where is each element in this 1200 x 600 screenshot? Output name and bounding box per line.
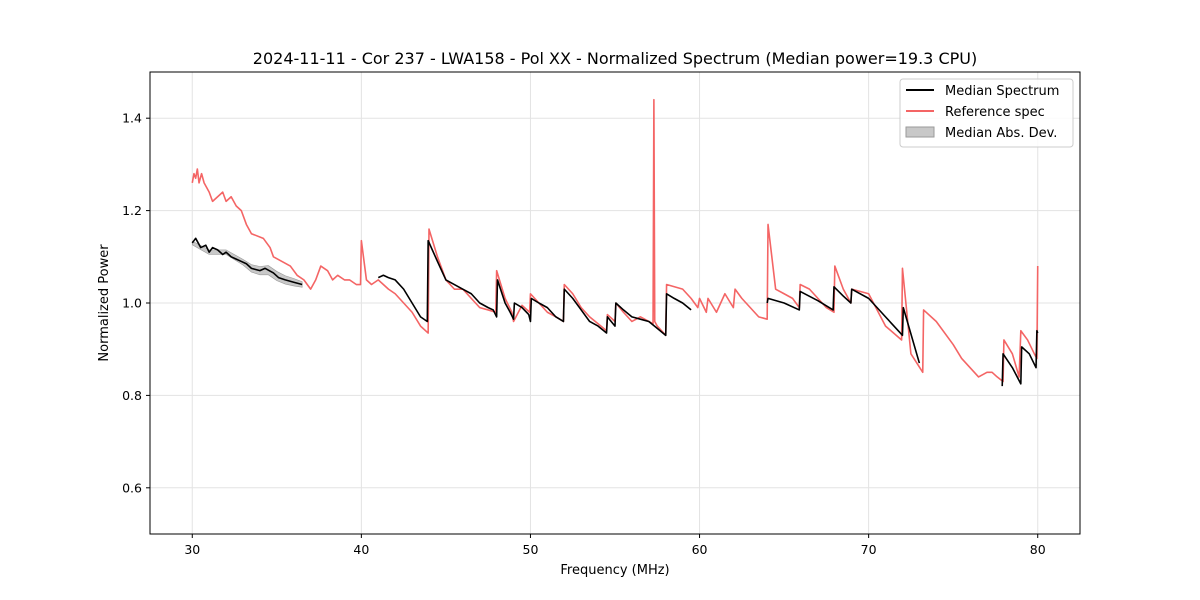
median-spectrum-line bbox=[766, 286, 921, 364]
y-tick-label: 1.0 bbox=[122, 296, 142, 311]
legend-mad-label: Median Abs. Dev. bbox=[945, 126, 1057, 141]
x-tick-label: 70 bbox=[861, 542, 877, 557]
y-tick-label: 1.4 bbox=[122, 111, 142, 126]
axes-ticks: 30 40 50 60 70 80 0.6 0.8 1.0 1.2 1.4 bbox=[122, 111, 1046, 557]
median-spectrum-line bbox=[191, 237, 303, 286]
legend-reference-label: Reference spec bbox=[945, 105, 1045, 120]
legend: Median Spectrum Reference spec Median Ab… bbox=[899, 78, 1074, 148]
legend-mad-swatch bbox=[905, 126, 935, 138]
x-axis-label: Frequency (MHz) bbox=[560, 563, 669, 578]
x-tick-label: 80 bbox=[1030, 542, 1046, 557]
legend-median-label: Median Spectrum bbox=[945, 84, 1059, 99]
median-spectrum-line bbox=[377, 239, 692, 337]
y-tick-label: 0.8 bbox=[122, 388, 142, 403]
x-tick-label: 40 bbox=[353, 542, 369, 557]
y-tick-label: 0.6 bbox=[122, 480, 142, 495]
plot-area bbox=[191, 98, 1039, 387]
x-tick-label: 30 bbox=[184, 542, 200, 557]
legend-box bbox=[899, 78, 1074, 148]
x-tick-label: 50 bbox=[523, 542, 539, 557]
y-tick-label: 1.2 bbox=[122, 203, 142, 218]
median-spectrum-line bbox=[1001, 329, 1039, 387]
chart-title: 2024-11-11 - Cor 237 - LWA158 - Pol XX -… bbox=[253, 49, 977, 68]
x-tick-label: 60 bbox=[692, 542, 708, 557]
y-axis-label: Normalized Power bbox=[97, 244, 112, 362]
